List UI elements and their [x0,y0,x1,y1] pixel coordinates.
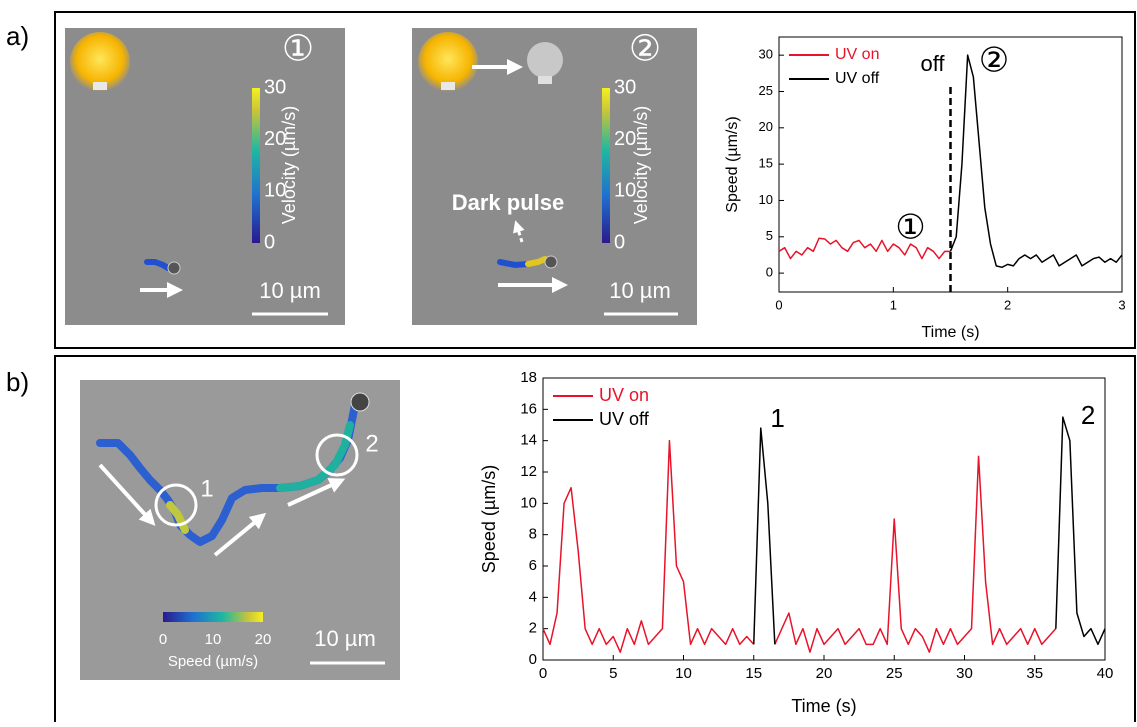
y-tick-label: 2 [529,620,537,637]
y-axis-label: Speed (µm/s) [724,116,741,212]
colorbar-tick-label: 30 [614,76,636,98]
direction-arrow [213,512,267,557]
y-tick-label: 6 [529,557,537,574]
colorbar [163,612,263,622]
scale-bar-label: 10 µm [314,626,376,651]
panel-label: a) [6,21,29,51]
y-tick-label: 15 [759,156,773,171]
colorbar-tick-label: 10 [264,180,286,202]
trajectory [144,259,171,271]
y-tick-label: 5 [766,228,773,243]
scale-bar-label: 10 µm [259,278,321,303]
legend-label: UV off [835,70,880,87]
panel-frame [54,11,1136,349]
bulb-on [418,32,478,92]
bulb-base [93,82,107,90]
trajectory [497,259,531,269]
x-tick-label: 20 [816,665,833,682]
event-label: off [920,51,945,76]
y-tick-label: 16 [520,400,537,417]
x-axis-label: Time (s) [921,324,979,341]
y-tick-label: 0 [529,651,537,668]
colorbar-tick-label: 0 [614,231,625,253]
x-tick-label: 0 [539,665,547,682]
bulb-on [70,32,130,92]
particle [167,261,181,275]
colorbar-tick-label: 20 [255,631,272,648]
y-axis-label: Speed (µm/s) [479,465,499,573]
marker-label: 1 [200,475,213,502]
colorbar-label: Velocity (µm/s) [631,106,651,224]
y-tick-label: 10 [520,494,537,511]
x-tick-label: 5 [609,665,617,682]
annotation: 1 [770,403,784,433]
x-tick-label: 15 [745,665,762,682]
circled-number: ② [629,28,661,69]
series-line [542,439,1057,653]
x-tick-label: 10 [675,665,692,682]
y-tick-label: 25 [759,83,773,98]
circled-number: ① [282,28,314,69]
y-tick-label: 12 [520,463,537,480]
colorbar-label: Speed (µm/s) [168,653,258,670]
trajectory [525,256,548,267]
colorbar-tick-label: 20 [614,128,636,150]
colorbar-tick-label: 30 [264,76,286,98]
annotation: ② [979,41,1009,79]
annotation: Dark pulse [452,190,565,215]
y-tick-label: 20 [759,119,773,134]
colorbar-tick-label: 0 [159,631,167,648]
particle [350,392,370,412]
colorbar [252,88,260,243]
colorbar-label: Velocity (µm/s) [279,106,299,224]
x-tick-label: 30 [956,665,973,682]
highlight-circle [315,433,359,477]
legend-label: UV on [599,385,649,405]
colorbar-tick-label: 10 [205,631,222,648]
direction-arrow [98,463,156,526]
y-tick-label: 14 [520,432,537,449]
particle [544,255,558,269]
x-tick-label: 2 [1004,297,1011,312]
annotation: 2 [1081,400,1095,430]
x-tick-label: 1 [890,297,897,312]
y-tick-label: 30 [759,47,773,62]
x-tick-label: 40 [1097,665,1114,682]
scale-bar-label: 10 µm [609,278,671,303]
colorbar-tick-label: 0 [264,231,275,253]
x-tick-label: 25 [886,665,903,682]
legend-label: UV off [599,409,650,429]
bulb-off [527,42,563,78]
y-tick-label: 10 [759,192,773,207]
y-tick-label: 8 [529,526,537,543]
x-tick-label: 3 [1118,297,1125,312]
highlight-circle [154,483,198,527]
colorbar [602,88,610,243]
bulb-base [441,82,455,90]
marker-label: 2 [365,430,378,457]
x-tick-label: 0 [775,297,782,312]
panel-label: b) [6,367,29,397]
pulse-arrow [513,220,525,243]
panel-frame [54,355,1136,722]
colorbar-tick-label: 20 [264,128,286,150]
series-line [778,237,951,260]
direction-arrow [287,478,346,507]
annotation: ① [895,209,925,247]
y-tick-label: 18 [520,369,537,386]
y-tick-label: 0 [766,265,773,280]
x-axis-label: Time (s) [791,696,856,716]
y-tick-label: 4 [529,588,537,605]
x-tick-label: 35 [1026,665,1043,682]
series-line [753,416,1106,646]
bulb-base [538,76,552,84]
legend-label: UV on [835,46,879,63]
colorbar-tick-label: 10 [614,180,636,202]
series-line [949,54,1123,269]
